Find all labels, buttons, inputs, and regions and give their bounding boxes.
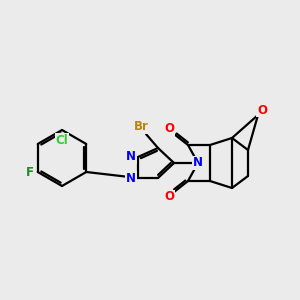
Text: O: O	[164, 190, 174, 203]
Text: N: N	[193, 157, 203, 169]
Text: Cl: Cl	[56, 134, 68, 146]
Text: Br: Br	[134, 121, 148, 134]
Text: O: O	[257, 103, 267, 116]
Text: N: N	[126, 172, 136, 184]
Text: O: O	[164, 122, 174, 136]
Text: N: N	[126, 151, 136, 164]
Text: F: F	[26, 166, 34, 178]
